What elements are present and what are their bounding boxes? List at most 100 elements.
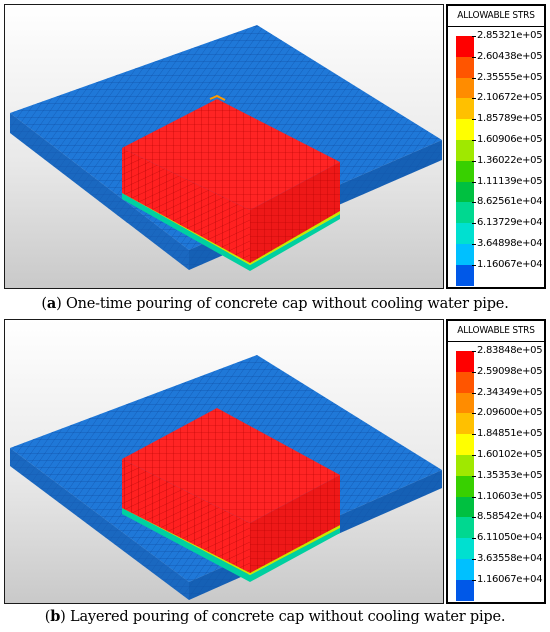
legend-tick [472,371,476,373]
legend-tick [472,119,476,121]
legend-tick [472,579,476,581]
legend-tick [472,160,476,162]
legend-swatch [456,455,474,476]
fe-model-render [10,355,442,600]
legend-tick [472,181,476,183]
legend-entry: 8.62561e+04 [456,196,544,224]
legend-entry: 2.60438e+05 [456,51,544,78]
legend-value: 1.35353e+05 [477,469,543,481]
legend-entry: 2.85321e+05 [456,30,544,57]
legend-tick [472,36,476,37]
legend-swatch [456,517,474,539]
legend-divider [448,341,544,342]
legend-value: 3.63558e+04 [477,553,543,564]
legend-swatch [456,36,474,57]
legend-entry: 6.13729e+04 [456,217,544,244]
legend-entry: 3.63558e+04 [456,553,544,580]
legend-swatch [456,434,474,455]
legend-value: 6.13729e+04 [477,217,543,229]
legend-swatch [456,264,474,286]
legend-entry: 2.10672e+05 [456,92,544,120]
legend-swatch [456,392,474,414]
legend-value: 1.16067e+04 [477,573,543,585]
legend-tick [472,264,476,266]
legend-entry: 8.58542e+04 [456,511,544,539]
legend-tick [472,496,476,498]
legend-swatch [456,202,474,224]
legend-value: 1.11139e+05 [477,175,543,187]
legend-value: 1.36022e+05 [477,154,543,166]
legend-title: ALLOWABLE STRS [457,10,535,21]
legend-tick [472,351,476,352]
model-viewport[interactable] [4,4,444,289]
legend-entry: 1.16067e+04 [456,259,544,286]
legend-entry: 3.64898e+04 [456,238,544,265]
legend-value: 2.60438e+05 [477,50,543,62]
legend-swatch [456,351,474,372]
legend-swatch [456,413,474,435]
legend-swatch [456,181,474,203]
legend-tick [472,77,476,79]
legend-swatch [456,56,474,78]
caption-letter: a [46,295,57,312]
caption-text: Layered pouring of concrete cap without … [70,609,506,625]
legend-value: 1.84851e+05 [477,428,543,440]
legend-entry: 1.85789e+05 [456,113,544,140]
legend-swatch [456,119,474,140]
legend-value: 2.34349e+05 [477,386,543,398]
legend-tick [472,455,476,456]
legend-entry: 1.16067e+04 [456,574,544,601]
legend-swatch [456,579,474,601]
figure-caption-a: (a) One-time pouring of concrete cap wit… [41,295,509,312]
stress-legend: ALLOWABLE STRS 2.85321e+05 2.60438e+05 2.3… [446,4,546,289]
legend-value: 1.60102e+05 [477,449,543,460]
legend-value: 1.10603e+05 [477,490,543,502]
legend-entry: 1.10603e+05 [456,491,544,518]
legend-swatch [456,371,474,393]
legend-value: 2.59098e+05 [477,365,543,377]
legend-swatch [456,223,474,244]
legend-value: 1.60906e+05 [477,134,543,145]
legend-entry: 2.35555e+05 [456,72,544,99]
figure-caption-b: (b) Layered pouring of concrete cap with… [44,608,506,625]
legend-tick [472,223,476,225]
legend-tick [472,98,476,100]
legend-entry: 1.11139e+05 [456,176,544,203]
legend-value: 1.16067e+04 [477,258,543,270]
legend-entry: 1.84851e+05 [456,428,544,455]
contour-panel-b: ALLOWABLE STRS 2.83848e+05 2.59098e+05 2.3… [4,319,546,604]
legend-tick [472,244,476,245]
legend-value: 6.11050e+04 [477,532,543,544]
legend-entry: 1.60906e+05 [456,134,544,161]
legend-tick [472,202,476,204]
legend-swatch [456,77,474,99]
legend-tick [472,392,476,394]
legend-value: 2.85321e+05 [477,30,543,41]
legend-swatch [456,140,474,161]
caption-letter: b [50,608,61,625]
legend-value: 1.85789e+05 [477,113,543,125]
legend-swatch [456,160,474,182]
legend-tick [472,413,476,415]
legend-tick [472,559,476,560]
contour-panel-a: ALLOWABLE STRS 2.85321e+05 2.60438e+05 2.3… [4,4,546,289]
legend-tick [472,517,476,519]
legend-entry: 2.83848e+05 [456,345,544,372]
legend-title: ALLOWABLE STRS [457,325,535,336]
legend-entry: 1.60102e+05 [456,449,544,476]
stress-legend: ALLOWABLE STRS 2.83848e+05 2.59098e+05 2.3… [446,319,546,604]
caption-text: One-time pouring of concrete cap without… [65,296,509,312]
legend-tick [472,140,476,141]
model-viewport[interactable] [4,319,444,604]
legend-swatch [456,98,474,120]
legend-entry: 1.36022e+05 [456,155,544,182]
legend-swatch [456,244,474,265]
legend-value: 2.83848e+05 [477,345,543,356]
legend-swatch [456,475,474,497]
legend-swatch [456,496,474,518]
legend-entry: 2.59098e+05 [456,366,544,393]
legend-value: 2.10672e+05 [477,92,543,104]
legend-value: 2.09600e+05 [477,407,543,419]
legend-value: 3.64898e+04 [477,238,543,249]
legend-tick [472,434,476,436]
